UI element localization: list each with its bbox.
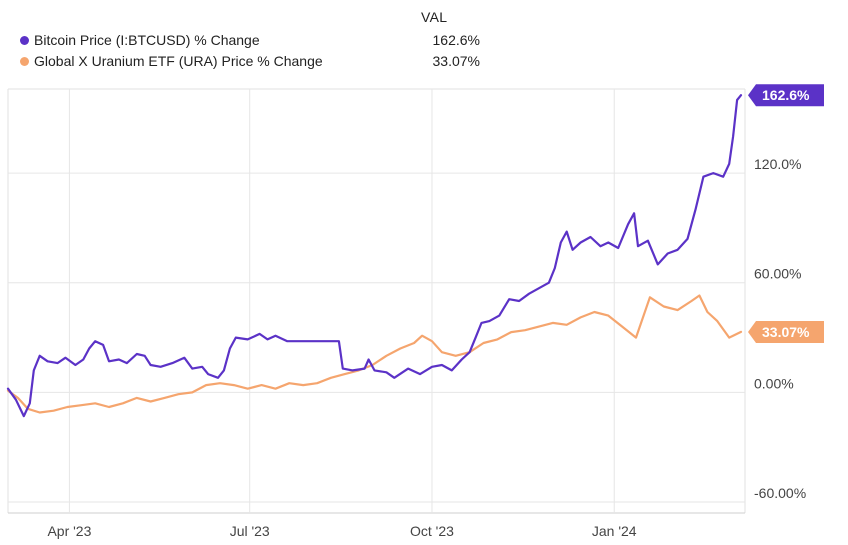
end-tag-bitcoin	[748, 84, 824, 107]
end-tag-label-uranium: 33.07%	[762, 324, 810, 340]
y-tick-label: 120.0%	[754, 156, 801, 172]
legend-dot-uranium	[20, 57, 29, 66]
legend-item-uranium: Global X Uranium ETF (URA) Price % Chang…	[20, 52, 480, 72]
legend-label-bitcoin: Bitcoin Price (I:BTCUSD) % Change	[34, 32, 260, 48]
legend-dot-bitcoin	[20, 36, 29, 45]
y-tick-label: -60.00%	[754, 485, 806, 501]
end-tag-uranium	[748, 320, 824, 343]
x-tick-label: Oct '23	[410, 523, 454, 539]
legend-value-bitcoin: 162.6%	[432, 32, 480, 48]
end-tag-label-bitcoin: 162.6%	[762, 87, 810, 103]
legend-value-header: VAL	[421, 9, 448, 25]
chart-legend: VAL Bitcoin Price (I:BTCUSD) % Change 16…	[0, 0, 848, 80]
x-tick-label: Jan '24	[592, 523, 637, 539]
legend-value-uranium: 33.07%	[432, 53, 480, 69]
series-line-bitcoin	[6, 94, 743, 418]
legend-label-uranium: Global X Uranium ETF (URA) Price % Chang…	[34, 53, 323, 69]
legend-item-bitcoin: Bitcoin Price (I:BTCUSD) % Change 162.6%	[20, 31, 480, 51]
y-tick-label: 0.00%	[754, 375, 794, 391]
y-tick-label: 60.00%	[754, 266, 801, 282]
x-tick-label: Jul '23	[230, 523, 270, 539]
x-tick-label: Apr '23	[47, 523, 91, 539]
series-line-uranium	[6, 294, 743, 414]
